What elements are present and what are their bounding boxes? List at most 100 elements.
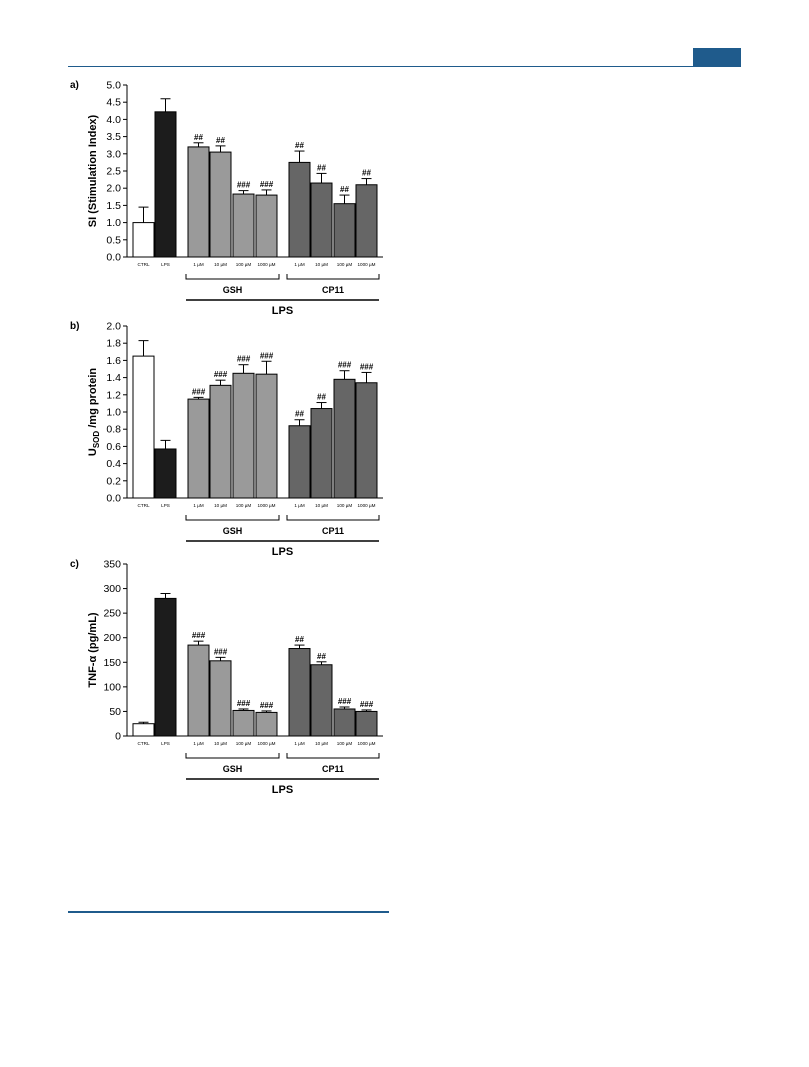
group-bracket xyxy=(286,515,380,521)
x-tick-label: 10 µM xyxy=(214,262,227,267)
bar xyxy=(355,382,378,499)
bar xyxy=(310,182,333,258)
bar xyxy=(154,111,177,258)
bar xyxy=(310,408,333,499)
y-tick-label: 100 xyxy=(103,681,121,693)
y-tick-label: 250 xyxy=(103,608,121,620)
panel-label: b) xyxy=(70,321,79,332)
y-tick-label: 2.5 xyxy=(106,166,121,178)
group-bracket xyxy=(286,753,380,759)
bar xyxy=(209,151,232,258)
y-tick-label: 4.0 xyxy=(106,114,121,126)
significance-mark: ## xyxy=(317,652,326,661)
bar xyxy=(310,664,333,737)
significance-mark: ## xyxy=(194,133,203,142)
significance-mark: ### xyxy=(260,180,274,189)
significance-mark: ## xyxy=(216,136,225,145)
bar xyxy=(255,373,278,499)
significance-mark: ### xyxy=(237,699,251,708)
group-bracket xyxy=(185,274,280,280)
significance-mark: ## xyxy=(295,141,304,150)
group-label: GSH xyxy=(223,285,243,295)
significance-mark: ### xyxy=(260,701,274,710)
significance-mark: ## xyxy=(317,163,326,172)
bar xyxy=(333,378,356,499)
y-tick-label: 3.5 xyxy=(106,131,121,143)
x-tick-label: 100 µM xyxy=(236,741,252,746)
significance-mark: ### xyxy=(214,370,228,379)
x-tick-label: 10 µM xyxy=(214,503,227,508)
bar xyxy=(132,222,155,258)
x-tick-label: 10 µM xyxy=(315,262,328,267)
x-tick-label: 100 µM xyxy=(236,503,252,508)
x-tick-label: CTRL xyxy=(138,741,150,746)
chart-panel-3: c) 0 50 100 150 200 250 300 350 TNF-α (pg/mL) CTRL… xyxy=(70,559,383,796)
x-tick-label: CTRL xyxy=(138,503,150,508)
bar xyxy=(132,723,155,737)
y-tick-label: 1.8 xyxy=(106,338,121,350)
y-axis-label: SI (Stimulation Index) xyxy=(87,114,99,227)
significance-mark: ## xyxy=(295,635,304,644)
y-tick-label: 0.2 xyxy=(106,475,121,487)
y-tick-label: 1.2 xyxy=(106,389,121,401)
bar xyxy=(187,644,210,737)
significance-mark: ### xyxy=(360,362,374,371)
y-tick-label: 200 xyxy=(103,632,121,644)
y-tick-label: 0.0 xyxy=(106,252,121,264)
significance-mark: ### xyxy=(214,647,228,656)
x-tick-label: 1000 µM xyxy=(358,503,376,508)
super-group-label: LPS xyxy=(272,305,293,317)
significance-mark: ### xyxy=(338,361,352,370)
y-tick-label: 0.4 xyxy=(106,458,121,470)
x-tick-label: 1000 µM xyxy=(258,262,276,267)
x-tick-label: 10 µM xyxy=(315,503,328,508)
bar xyxy=(255,711,278,737)
group-bracket xyxy=(185,515,280,521)
footer-rule xyxy=(68,911,389,913)
y-axis-label-rest: /mg protein xyxy=(87,368,99,431)
bar xyxy=(333,708,356,737)
bar xyxy=(209,660,232,737)
significance-mark: ## xyxy=(362,169,371,178)
significance-mark: ### xyxy=(237,181,251,190)
x-tick-label: 1 µM xyxy=(294,262,304,267)
significance-mark: ### xyxy=(360,700,374,709)
y-tick-label: 2.0 xyxy=(106,183,121,195)
y-tick-label: 3.0 xyxy=(106,148,121,160)
panel-label: a) xyxy=(70,80,79,91)
bar xyxy=(232,372,255,499)
panel-label: c) xyxy=(70,559,79,570)
group-bracket xyxy=(185,753,280,759)
y-axis-label: USOD /mg protein xyxy=(87,368,101,457)
bar xyxy=(355,184,378,258)
x-tick-label: 1000 µM xyxy=(358,741,376,746)
bar xyxy=(209,384,232,499)
group-label: GSH xyxy=(223,526,243,536)
bar xyxy=(255,194,278,258)
x-tick-label: 1000 µM xyxy=(258,503,276,508)
super-group-label: LPS xyxy=(272,784,293,796)
bar xyxy=(355,710,378,737)
y-axis-label: TNF-α (pg/mL) xyxy=(87,612,99,688)
super-group-label: LPS xyxy=(272,546,293,558)
significance-mark: ### xyxy=(260,351,274,360)
y-tick-label: 350 xyxy=(103,559,121,571)
group-label: CP11 xyxy=(322,526,344,536)
significance-mark: ## xyxy=(340,185,349,194)
x-tick-label: CTRL xyxy=(138,262,150,267)
y-tick-label: 2.0 xyxy=(106,321,121,333)
x-tick-label: LPS xyxy=(161,741,170,746)
y-tick-label: 1.0 xyxy=(106,407,121,419)
significance-mark: ### xyxy=(192,631,206,640)
bar xyxy=(132,355,155,499)
x-tick-label: 100 µM xyxy=(337,262,353,267)
chart-panel-1: a) 0.0 0.5 1.0 1.5 2.0 2.5 3.0 3.5 4.0 4.5 5.0 SI (S… xyxy=(70,80,383,317)
y-tick-label: 0.5 xyxy=(106,234,121,246)
x-tick-label: 100 µM xyxy=(236,262,252,267)
group-label: CP11 xyxy=(322,285,344,295)
significance-mark: ### xyxy=(237,355,251,364)
x-tick-label: 1 µM xyxy=(294,741,304,746)
x-tick-label: 1 µM xyxy=(193,262,203,267)
y-tick-label: 1.6 xyxy=(106,355,121,367)
